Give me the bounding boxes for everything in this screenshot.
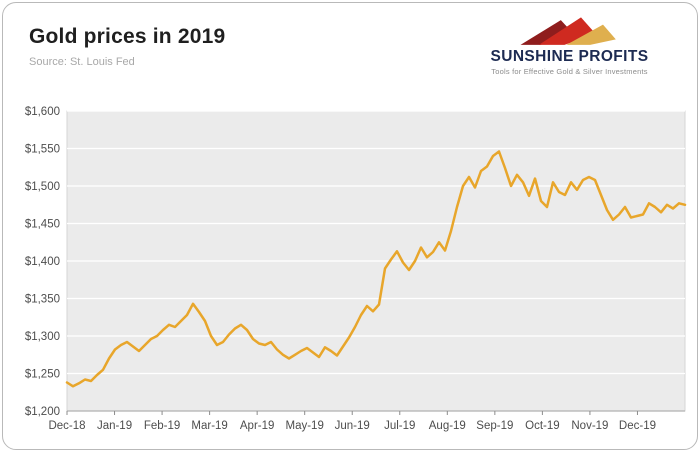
chart-title: Gold prices in 2019 [29, 25, 226, 48]
chart-titles: Gold prices in 2019 Source: St. Louis Fe… [29, 17, 225, 68]
y-axis-tick-label: $1,450 [25, 219, 60, 231]
x-axis-tick-label: Sep-19 [476, 420, 513, 432]
chart-header: Gold prices in 2019 Source: St. Louis Fe… [17, 15, 687, 99]
y-axis-tick-label: $1,300 [25, 331, 60, 343]
y-axis-tick-label: $1,600 [25, 106, 60, 118]
x-axis-tick-label: Mar-19 [191, 420, 227, 432]
x-axis-tick-label: Jun-19 [335, 420, 370, 432]
gold-price-line-chart-svg: $1,600 $1,550 $1,500 $1,450 $1,400 $1,350 $1,3… [25, 106, 687, 432]
x-axis-tick-label: Feb-19 [144, 420, 180, 432]
x-axis-tick-label: Jan-19 [97, 420, 132, 432]
x-axis-tick-label: Dec-18 [48, 420, 85, 432]
x-axis-tick-label: Dec-19 [619, 420, 656, 432]
y-axis-tick-label: $1,550 [25, 144, 60, 156]
x-axis-tick-label: Jul-19 [384, 420, 415, 432]
chart-source: Source: St. Louis Fed [29, 56, 135, 68]
sunshine-profits-logo: SUNSHINE PROFITS Tools for Effective Gol… [464, 17, 679, 76]
y-axis-tick-label: $1,200 [25, 406, 60, 418]
logo-wordmark: SUNSHINE PROFITS [490, 48, 649, 65]
gold-price-line [65, 150, 687, 388]
y-axis-tick-label: $1,500 [25, 181, 60, 193]
x-axis-tick-label: Oct-19 [525, 420, 560, 432]
logo-flame-icon [520, 17, 616, 45]
x-axis-tick-label: Aug-19 [429, 420, 466, 432]
logo-tagline: Tools for Effective Gold & Silver Invest… [491, 67, 648, 76]
x-axis-tick-label: Apr-19 [240, 420, 275, 432]
x-axis-tick-label: Nov-19 [571, 420, 608, 432]
y-axis-tick-label: $1,350 [25, 294, 60, 306]
y-axis-tick-label: $1,250 [25, 369, 60, 381]
y-axis-tick-label: $1,400 [25, 256, 60, 268]
line-chart: $1,600 $1,550 $1,500 $1,450 $1,400 $1,350 $1,3… [17, 103, 691, 443]
x-axis-tick-label: May-19 [286, 420, 324, 432]
